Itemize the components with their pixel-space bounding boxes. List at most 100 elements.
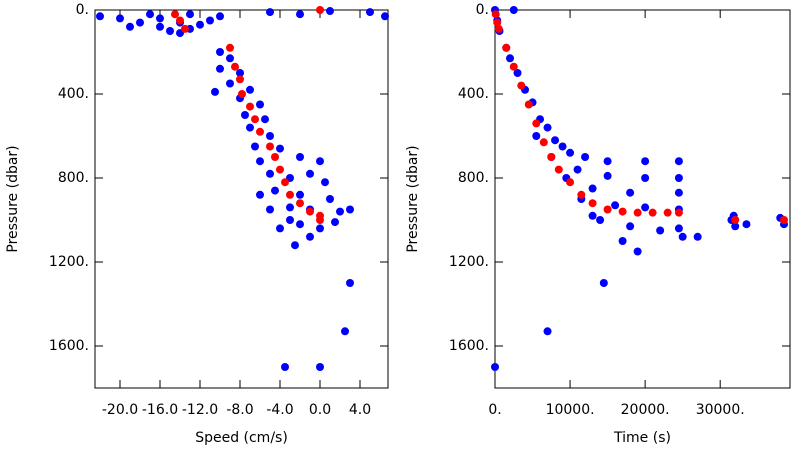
x-axis-title: Speed (cm/s) [195,430,288,446]
point [603,171,612,180]
point [603,205,612,214]
point [171,10,179,19]
point [532,119,541,128]
point [491,363,499,371]
point [674,157,683,166]
point [513,69,522,77]
point [558,142,567,151]
point [216,64,224,73]
plot-frame [494,9,791,389]
point [146,10,154,19]
point [626,188,635,197]
x-tick-label: 4.0 [349,402,371,418]
x-axis-title: Time (s) [613,430,671,446]
point [618,237,627,245]
point [731,216,740,224]
point [316,6,324,14]
x-tick-label: 10000. [546,402,595,418]
point [216,12,224,21]
point [226,79,234,88]
point [156,14,164,23]
point [271,153,279,161]
point [494,24,503,33]
point [551,136,560,145]
point [316,157,324,166]
point [532,132,541,140]
point [581,153,590,161]
point [231,62,239,71]
point [291,241,299,250]
point [331,218,339,227]
x-tick-label: 30000. [696,402,745,418]
point [256,127,264,136]
point [296,220,304,229]
point [693,232,702,241]
point [543,123,552,132]
point [211,87,219,96]
point [573,165,582,174]
point [321,178,329,187]
point [266,205,274,214]
point [251,142,259,151]
point [256,157,264,166]
point [633,247,642,256]
y-tick-label: 800. [458,170,489,186]
point [731,222,740,231]
point [603,157,612,166]
y-tick-label: 1200. [49,254,89,270]
point [286,203,294,212]
y-tick-label: 1600. [49,338,89,354]
point [238,90,246,98]
point [509,62,518,71]
point [136,18,144,27]
point [326,195,334,203]
point [566,178,575,187]
point [539,138,548,147]
point [286,190,294,199]
point [226,43,234,52]
point [674,174,683,182]
point [256,190,264,199]
point [256,100,264,109]
x-tick-label: -4.0 [266,402,293,418]
point [674,188,683,197]
point [266,8,274,17]
point [316,224,324,233]
point [346,279,354,287]
point [599,279,608,287]
x-tick-label: -20.0 [102,402,138,418]
point [296,190,304,199]
point [276,144,284,153]
point [517,81,526,90]
point [336,207,344,216]
point [641,157,650,166]
point [596,216,605,224]
point [251,115,259,124]
point [633,208,642,217]
point [577,190,586,199]
point [524,100,533,109]
point [286,216,294,224]
point [678,232,687,241]
point [554,165,563,174]
point [674,208,683,217]
point [281,178,289,187]
point [261,115,269,124]
point [306,207,314,216]
y-tick-label: 0. [476,2,489,18]
point [618,207,627,216]
x-tick-label: 0. [488,402,501,418]
point [648,208,657,217]
point [246,85,254,94]
point [547,153,556,161]
point [306,169,314,178]
point [266,142,274,151]
x-tick-label: 20000. [621,402,670,418]
y-tick-label: 800. [58,170,89,186]
point [281,363,289,371]
point [502,43,511,52]
point [341,327,349,336]
point [226,54,234,63]
point [366,8,374,17]
y-axis-title: Pressure (dbar) [405,145,421,252]
